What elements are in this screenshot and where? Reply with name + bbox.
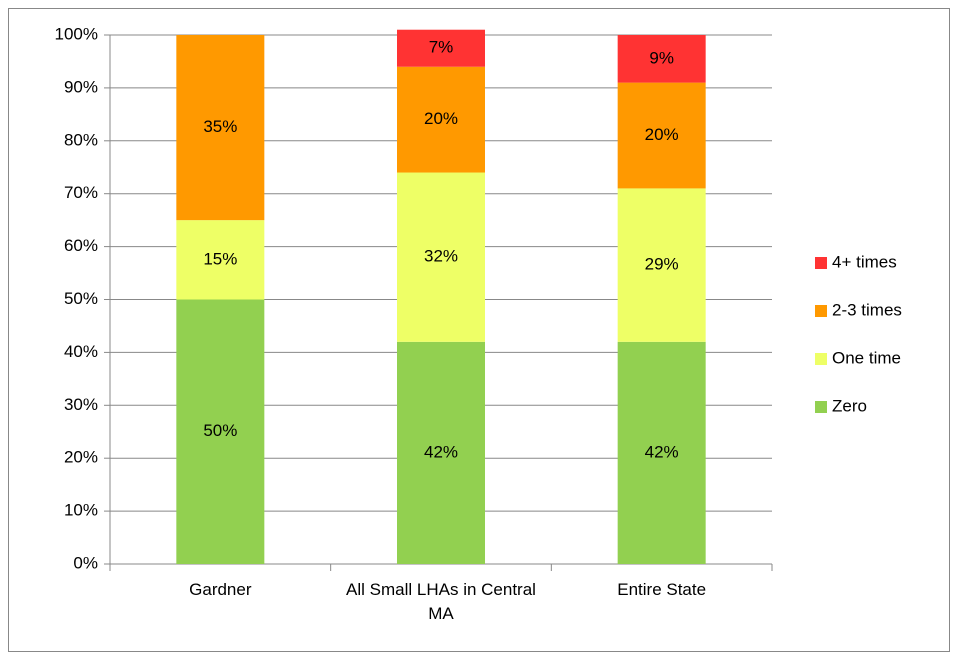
x-tick-label: Gardner bbox=[189, 580, 252, 599]
data-label: 50% bbox=[203, 421, 237, 440]
y-tick-label: 50% bbox=[64, 289, 98, 308]
bar-segment bbox=[397, 29, 485, 67]
data-label: 32% bbox=[424, 247, 458, 266]
bar-segment bbox=[397, 66, 485, 173]
x-tick-label: Entire State bbox=[617, 580, 707, 599]
y-tick-label: 10% bbox=[64, 501, 98, 520]
data-label: 7% bbox=[429, 38, 454, 57]
data-label: 15% bbox=[203, 249, 237, 268]
y-tick-label: 80% bbox=[64, 130, 98, 149]
legend-swatch bbox=[815, 401, 827, 413]
legend-label: 2-3 times bbox=[832, 300, 902, 319]
legend-label: Zero bbox=[832, 396, 867, 415]
y-tick-label: 20% bbox=[64, 448, 98, 467]
bar-segment bbox=[617, 341, 706, 564]
legend-swatch bbox=[815, 257, 827, 269]
bar-segment bbox=[397, 172, 485, 342]
chart-border bbox=[8, 8, 950, 652]
y-tick-label: 70% bbox=[64, 183, 98, 202]
bar-segment bbox=[176, 299, 265, 564]
legend-label: 4+ times bbox=[832, 252, 897, 271]
bar-segment bbox=[617, 188, 706, 342]
y-tick-label: 0% bbox=[73, 553, 98, 572]
legend-swatch bbox=[815, 353, 827, 365]
bar-segment bbox=[397, 341, 485, 564]
bar-segment bbox=[176, 35, 265, 221]
data-label: 29% bbox=[645, 255, 679, 274]
x-tick-label: All Small LHAs in Central MA bbox=[346, 580, 536, 623]
bar-segment bbox=[617, 35, 706, 83]
data-label: 20% bbox=[645, 125, 679, 144]
y-tick-label: 30% bbox=[64, 395, 98, 414]
legend-swatch bbox=[815, 305, 827, 317]
legend-label: One time bbox=[832, 348, 901, 367]
data-label: 9% bbox=[649, 48, 674, 67]
data-label: 20% bbox=[424, 109, 458, 128]
y-tick-label: 100% bbox=[55, 24, 98, 43]
y-tick-label: 40% bbox=[64, 342, 98, 361]
data-label: 42% bbox=[424, 442, 458, 461]
data-label: 35% bbox=[203, 117, 237, 136]
bar-segment bbox=[617, 82, 706, 189]
data-label: 42% bbox=[645, 442, 679, 461]
y-tick-label: 60% bbox=[64, 236, 98, 255]
bar-segment bbox=[176, 220, 265, 300]
y-tick-label: 90% bbox=[64, 77, 98, 96]
